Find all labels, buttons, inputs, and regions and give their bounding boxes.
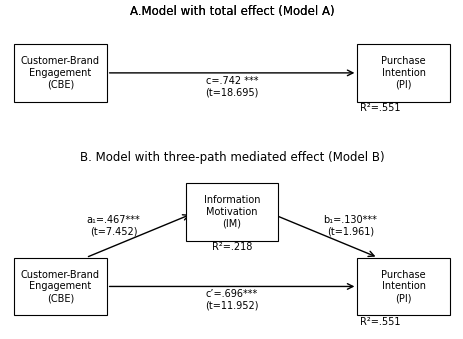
FancyBboxPatch shape xyxy=(357,258,449,315)
Text: A.Model with total effect (Model A): A.Model with total effect (Model A) xyxy=(129,5,334,18)
Text: Customer-Brand
Engagement
(CBE): Customer-Brand Engagement (CBE) xyxy=(21,270,100,303)
FancyBboxPatch shape xyxy=(14,44,106,102)
FancyBboxPatch shape xyxy=(185,183,278,241)
Text: B. Model with three-path mediated effect (Model B): B. Model with three-path mediated effect… xyxy=(80,151,383,164)
Text: A.Model with total effect (Model A): A.Model with total effect (Model A) xyxy=(129,5,334,18)
Text: c’=.696***
(t=11.952): c’=.696*** (t=11.952) xyxy=(205,289,258,311)
Text: c=.742 ***
(t=18.695): c=.742 *** (t=18.695) xyxy=(205,76,258,98)
Text: R²=.551: R²=.551 xyxy=(359,317,399,327)
Text: R²=.218: R²=.218 xyxy=(211,242,252,252)
Text: Customer-Brand
Engagement
(CBE): Customer-Brand Engagement (CBE) xyxy=(21,56,100,89)
Text: R²=.551: R²=.551 xyxy=(359,103,399,113)
Text: Purchase
Intention
(PI): Purchase Intention (PI) xyxy=(381,270,425,303)
FancyBboxPatch shape xyxy=(14,258,106,315)
Text: Information
Motivation
(IM): Information Motivation (IM) xyxy=(203,195,260,228)
Text: Purchase
Intention
(PI): Purchase Intention (PI) xyxy=(381,56,425,89)
Text: a₁=.467***
(t=7.452): a₁=.467*** (t=7.452) xyxy=(87,215,140,236)
Text: b₁=.130***
(t=1.961): b₁=.130*** (t=1.961) xyxy=(323,215,376,236)
FancyBboxPatch shape xyxy=(357,44,449,102)
